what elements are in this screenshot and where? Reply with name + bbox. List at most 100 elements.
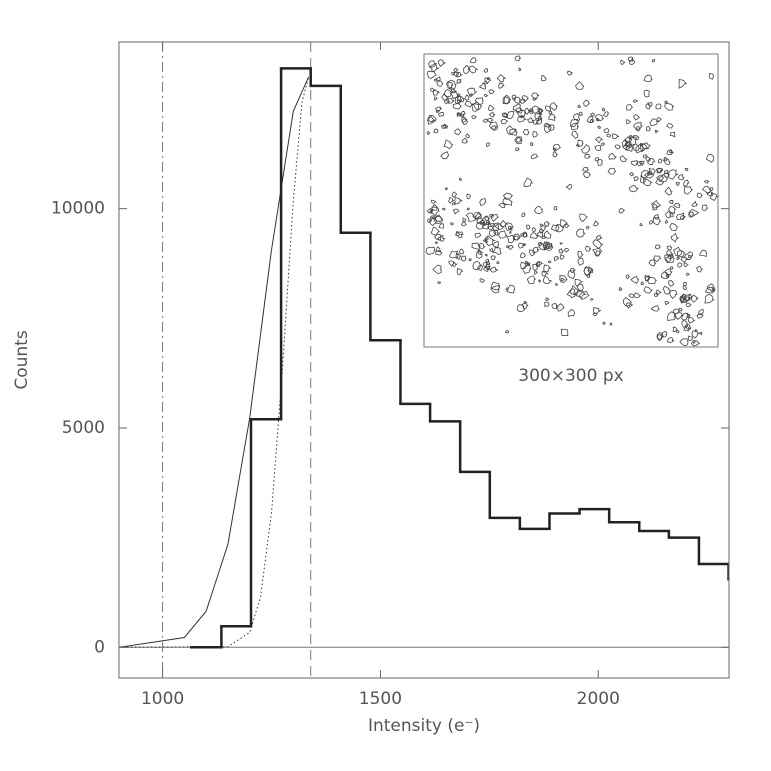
contour xyxy=(535,261,540,268)
inset-image xyxy=(423,53,719,348)
contour xyxy=(570,122,580,131)
contour xyxy=(583,99,591,108)
contour xyxy=(543,275,552,285)
contour xyxy=(638,160,645,166)
contour xyxy=(706,283,714,292)
contour xyxy=(501,112,508,118)
contour xyxy=(701,185,711,195)
contour xyxy=(609,322,613,326)
contour xyxy=(663,172,671,179)
contour xyxy=(570,267,576,274)
contour xyxy=(688,254,691,259)
contour xyxy=(453,67,459,73)
contour xyxy=(478,82,486,90)
contour xyxy=(633,176,640,182)
contour xyxy=(543,123,552,134)
contour xyxy=(432,264,442,275)
contour xyxy=(628,184,639,193)
contour xyxy=(552,144,562,152)
contour xyxy=(466,207,471,211)
contour xyxy=(483,68,489,73)
contour xyxy=(464,100,474,108)
contour xyxy=(577,251,584,258)
contour xyxy=(592,239,604,250)
contour xyxy=(451,201,456,206)
contour xyxy=(425,246,436,255)
contour xyxy=(688,293,693,299)
contour xyxy=(505,234,515,244)
contour xyxy=(667,169,680,180)
contour xyxy=(579,291,590,301)
contour xyxy=(456,79,462,84)
contour xyxy=(630,275,640,284)
y-axis-label: Counts xyxy=(12,330,32,389)
contour xyxy=(647,102,653,107)
contour xyxy=(701,204,708,211)
contour xyxy=(640,281,645,286)
contour xyxy=(451,191,458,198)
contour xyxy=(526,262,530,265)
contour xyxy=(655,167,663,174)
contour xyxy=(515,107,524,114)
contour xyxy=(626,118,632,125)
contour xyxy=(456,112,462,117)
contour xyxy=(601,142,606,147)
contour xyxy=(483,93,489,98)
contour xyxy=(664,186,673,196)
contour xyxy=(426,114,437,123)
contour xyxy=(665,210,672,219)
contour xyxy=(489,266,499,273)
contour xyxy=(537,241,543,247)
contour xyxy=(455,232,462,237)
contour xyxy=(566,287,576,299)
contour xyxy=(454,95,463,105)
contour xyxy=(553,205,558,211)
contour xyxy=(434,106,443,113)
contour xyxy=(532,247,540,254)
contour xyxy=(530,92,540,100)
contour xyxy=(502,196,514,206)
contour xyxy=(564,247,570,253)
contour xyxy=(472,212,483,219)
contour xyxy=(676,256,681,261)
contour xyxy=(632,99,639,104)
contour xyxy=(519,98,527,104)
contour xyxy=(590,112,595,117)
contour xyxy=(520,114,525,119)
contour xyxy=(430,199,438,204)
contour xyxy=(532,131,539,138)
contour xyxy=(452,102,463,110)
contour xyxy=(475,221,486,230)
contour xyxy=(545,243,553,250)
contour xyxy=(667,311,677,321)
contour xyxy=(641,169,650,180)
contour xyxy=(597,158,603,166)
contour xyxy=(691,294,699,303)
contour xyxy=(657,168,664,174)
contour xyxy=(586,274,591,278)
contour xyxy=(640,143,649,152)
contour xyxy=(678,307,683,312)
contour xyxy=(579,213,589,223)
contour xyxy=(523,177,533,187)
contour xyxy=(655,103,662,110)
contour xyxy=(538,112,543,116)
contour xyxy=(618,207,626,214)
contour xyxy=(558,248,565,254)
contour xyxy=(633,292,642,299)
contour xyxy=(592,220,600,227)
contour xyxy=(429,206,440,217)
contour xyxy=(464,94,470,101)
contour xyxy=(603,111,609,118)
contour xyxy=(622,296,633,307)
contour xyxy=(655,289,663,295)
contour xyxy=(608,152,617,160)
contour xyxy=(529,142,534,147)
contour xyxy=(683,179,690,187)
contour xyxy=(472,101,483,111)
contour xyxy=(514,55,522,62)
contour xyxy=(648,220,654,225)
contour xyxy=(434,214,444,224)
contour xyxy=(681,319,689,329)
contour xyxy=(644,276,650,282)
